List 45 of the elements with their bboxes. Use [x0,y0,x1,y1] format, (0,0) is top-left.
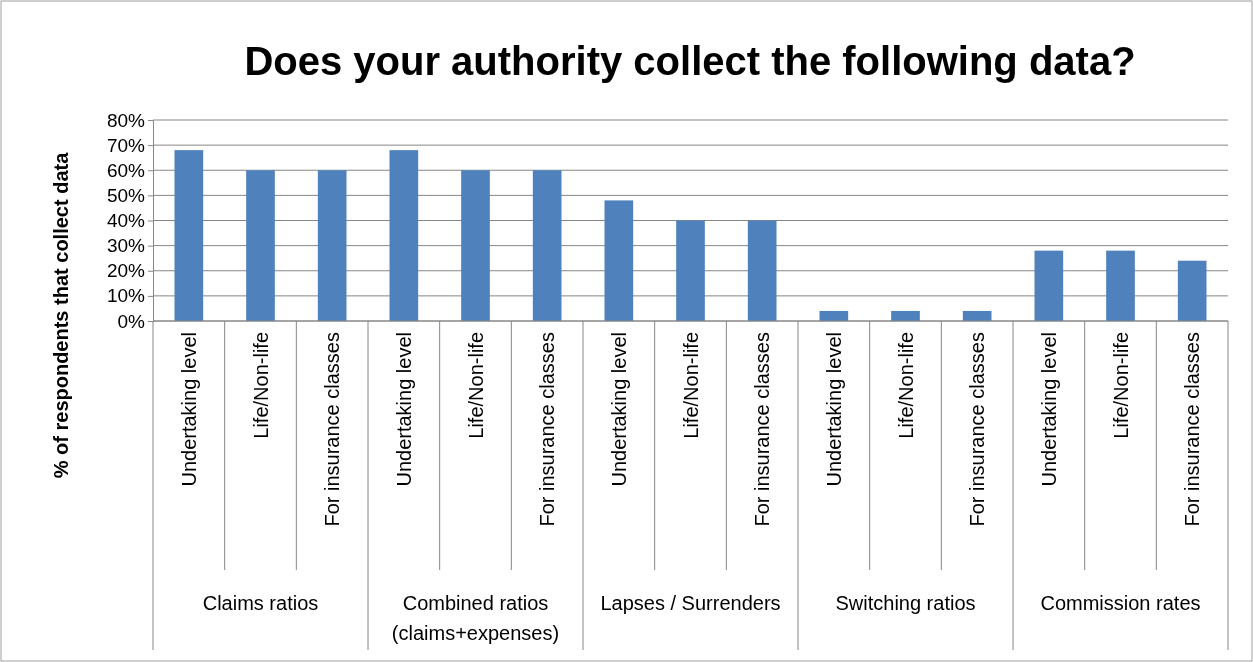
y-tick-label: 50% [106,184,146,206]
bar [246,170,275,321]
x-tick-label: Life/Non-life [894,332,917,439]
x-tick-label: Life/Non-life [1109,332,1132,439]
x-tick-label: Undertaking level [822,332,845,487]
bar [389,150,419,321]
x-tick-label: For insurance classes [1181,332,1204,527]
text: Claims ratios [202,592,319,614]
x-tick-label: Life/Non-life [464,332,487,439]
y-tick-label: 60% [106,159,146,181]
y-tick-label: 40% [106,210,146,232]
chart-title: Does your authority collect the following data? [244,39,1136,83]
y-tick-label: 30% [106,235,146,257]
bar [962,310,992,321]
text: Commission rates [1040,592,1201,614]
y-tick-label: 0% [117,310,146,332]
bar [1106,250,1135,321]
x-tick-label: For insurance classes [536,332,559,527]
x-tick-label: For insurance classes [321,332,344,527]
text: Combined ratios (claims+expenses) [391,592,560,644]
x-tick-label: Undertaking level [392,332,415,487]
bar [1177,260,1207,321]
x-tick-label: For insurance classes [751,332,774,527]
bar [891,310,920,321]
y-tick-label: 80% [106,109,146,131]
bar [174,150,204,321]
y-tick-label: 20% [106,260,146,282]
y-axis-title: % of respondents that collect data [50,151,72,479]
x-tick-label: Undertaking level [607,332,630,487]
bar [1034,250,1064,321]
y-tick-label: 10% [106,285,146,307]
bar [604,200,634,321]
bar [317,170,347,321]
x-tick-label: Life/Non-life [249,332,272,439]
x-tick-label: For insurance classes [966,332,989,527]
bar [532,170,562,321]
bar [676,220,705,321]
text: Lapses / Surrenders [600,592,781,614]
y-tick-label: 70% [106,134,146,156]
bar [747,220,777,321]
text: Switching ratios [835,592,976,614]
x-tick-label: Undertaking level [1037,332,1060,487]
x-tick-label: Life/Non-life [679,332,702,439]
bar [461,170,490,321]
x-tick-label: Undertaking level [177,332,200,487]
